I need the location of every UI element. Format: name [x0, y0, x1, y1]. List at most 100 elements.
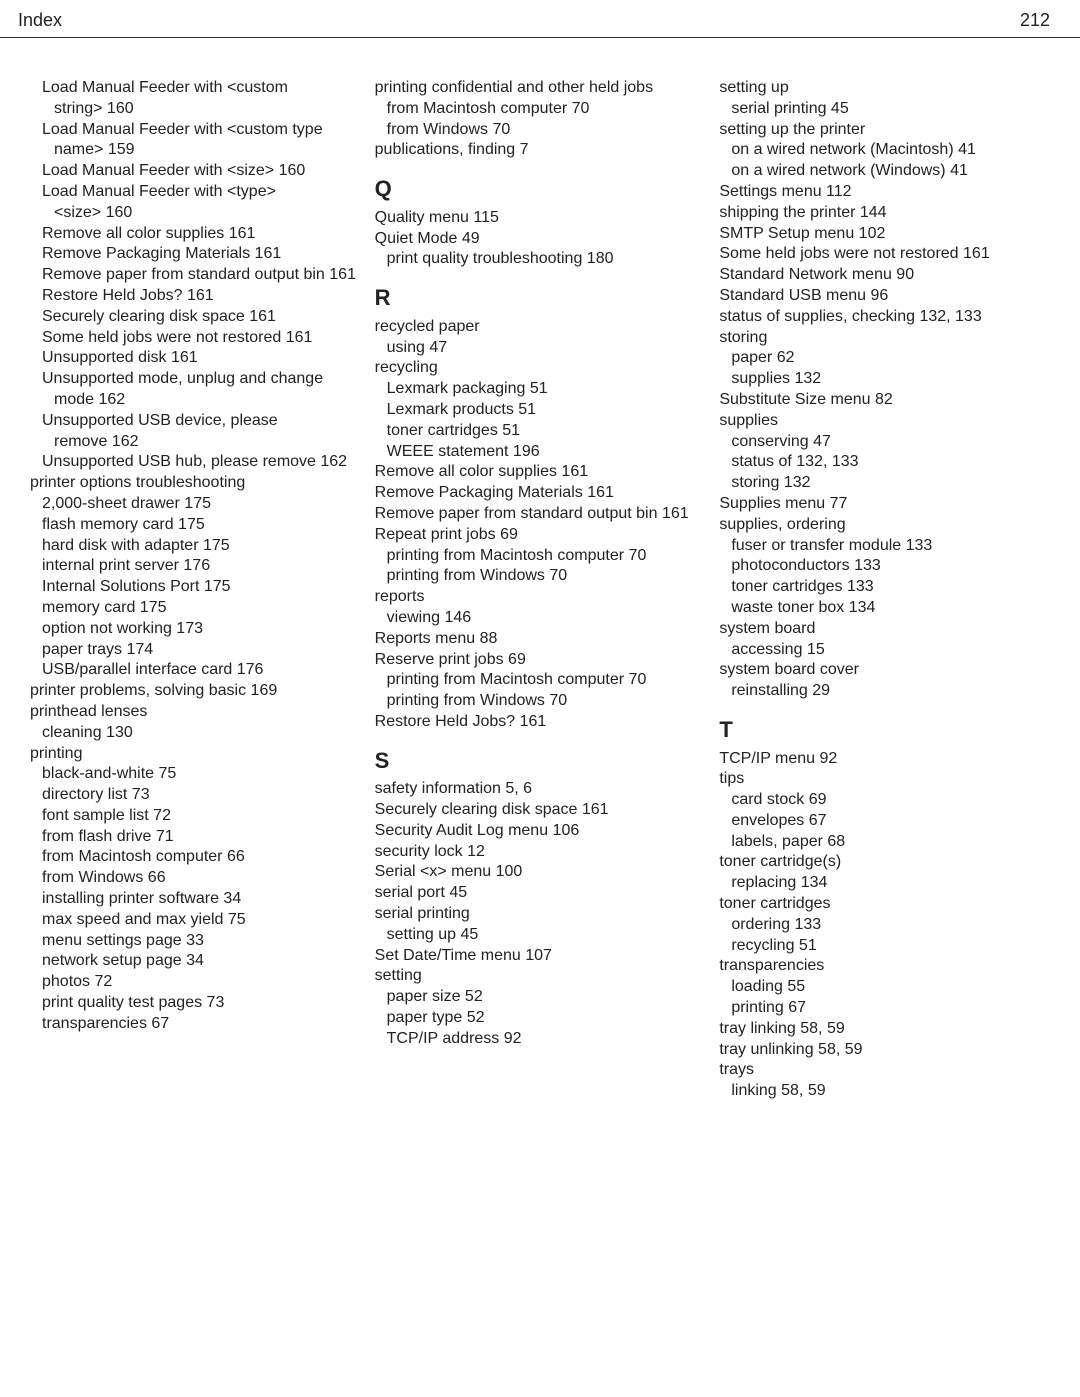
index-entry: Quiet Mode 49 [375, 229, 706, 250]
page-reference: 90 [892, 266, 914, 283]
page-reference: 175 [174, 516, 205, 533]
page-reference: 132 [790, 370, 821, 387]
page-reference: 67 [784, 999, 806, 1016]
index-entry: serial port 45 [375, 883, 706, 904]
index-entry: toner cartridges 133 [719, 577, 1050, 598]
index-entry: Some held jobs were not restored 161 [719, 244, 1050, 265]
index-entry: ordering 133 [719, 915, 1050, 936]
page-header: Index 212 [0, 0, 1080, 38]
index-entry: Internal Solutions Port 175 [30, 577, 361, 598]
index-entry: print quality troubleshooting 180 [375, 249, 706, 270]
index-entry: setting up the printer [719, 120, 1050, 141]
page-reference: 68 [823, 833, 845, 850]
index-entry: tray linking 58, 59 [719, 1019, 1050, 1040]
index-entry: reinstalling 29 [719, 681, 1050, 702]
index-entry: Unsupported mode, unplug and change mode… [30, 369, 361, 411]
index-entry: max speed and max yield 75 [30, 910, 361, 931]
page-reference: 75 [223, 911, 245, 928]
page-reference: 132 [779, 474, 810, 491]
section-letter: Q [375, 175, 706, 204]
section-letter: S [375, 747, 706, 776]
index-entry: storing 132 [719, 473, 1050, 494]
index-entry: using 47 [375, 338, 706, 359]
page-reference: 66 [143, 869, 165, 886]
index-entry: TCP/IP address 92 [375, 1029, 706, 1050]
index-entry: Unsupported disk 161 [30, 348, 361, 369]
index-entry: printhead lenses [30, 702, 361, 723]
index-entry: Remove paper from standard output bin 16… [375, 504, 706, 525]
page-reference: 45 [826, 100, 848, 117]
index-entry: replacing 134 [719, 873, 1050, 894]
index-entry: Repeat print jobs 69 [375, 525, 706, 546]
page-reference: 134 [844, 599, 875, 616]
page-reference: 160 [274, 162, 305, 179]
index-entry: printing confidential and other held job… [375, 78, 706, 99]
page-reference: 115 [469, 209, 499, 226]
index-column: Load Manual Feeder with <custom string> … [30, 78, 361, 1102]
page-reference: 161 [325, 266, 356, 283]
index-entry: from flash drive 71 [30, 827, 361, 848]
page-reference: 102 [854, 225, 885, 242]
page-reference: 75 [154, 765, 176, 782]
index-entry: toner cartridges [719, 894, 1050, 915]
page-reference: 66 [223, 848, 245, 865]
index-entry: photos 72 [30, 972, 361, 993]
index-entry: network setup page 34 [30, 951, 361, 972]
page-reference: 73 [202, 994, 224, 1011]
page-reference: 159 [103, 141, 134, 158]
page-reference: 132, 133 [792, 453, 859, 470]
index-entry: supplies 132 [719, 369, 1050, 390]
index-entry: paper size 52 [375, 987, 706, 1008]
page-reference: 58, 59 [796, 1020, 845, 1037]
index-entry: Serial <x> menu 100 [375, 862, 706, 883]
page-reference: 160 [102, 100, 133, 117]
index-entry: from Windows 70 [375, 120, 706, 141]
index-entry: Restore Held Jobs? 161 [375, 712, 706, 733]
page-reference: 96 [866, 287, 888, 304]
page-reference: 41 [954, 141, 976, 158]
page-reference: 132, 133 [915, 308, 982, 325]
page-reference: 146 [440, 609, 471, 626]
page-reference: 161 [515, 713, 546, 730]
page-reference: 70 [545, 692, 567, 709]
index-entry: reports [375, 587, 706, 608]
page-reference: 52 [460, 988, 482, 1005]
index-entry: font sample list 72 [30, 806, 361, 827]
index-entry: photoconductors 133 [719, 556, 1050, 577]
index-entry: card stock 69 [719, 790, 1050, 811]
page-reference: 162 [94, 391, 125, 408]
page-reference: 67 [147, 1015, 169, 1032]
page-reference: 161 [245, 308, 276, 325]
index-entry: Remove all color supplies 161 [375, 462, 706, 483]
index-entry: TCP/IP menu 92 [719, 749, 1050, 770]
page-reference: 175 [180, 495, 211, 512]
index-entry: recycled paper [375, 317, 706, 338]
index-entry: setting up 45 [375, 925, 706, 946]
index-column: printing confidential and other held job… [375, 78, 706, 1102]
page-reference: 69 [504, 651, 526, 668]
page-reference: 52 [462, 1009, 484, 1026]
index-entry: Lexmark packaging 51 [375, 379, 706, 400]
page-reference: 133 [901, 537, 932, 554]
index-entry: black-and-white 75 [30, 764, 361, 785]
page-reference: 15 [802, 641, 824, 658]
index-entry: fuser or transfer module 133 [719, 536, 1050, 557]
index-entry: conserving 47 [719, 432, 1050, 453]
page-reference: 7 [515, 141, 528, 158]
page-reference: 175 [199, 537, 230, 554]
page-reference: 180 [582, 250, 613, 267]
page-reference: 173 [172, 620, 203, 637]
page-reference: 106 [548, 822, 579, 839]
index-entry: Lexmark products 51 [375, 400, 706, 421]
page-reference: 161 [281, 329, 312, 346]
index-entry: printing from Macintosh computer 70 [375, 546, 706, 567]
index-entry: on a wired network (Windows) 41 [719, 161, 1050, 182]
page-reference: 67 [804, 812, 826, 829]
index-entry: Load Manual Feeder with <custom string> … [30, 78, 361, 120]
index-entry: flash memory card 175 [30, 515, 361, 536]
page-reference: 51 [498, 422, 520, 439]
index-entry: from Macintosh computer 70 [375, 99, 706, 120]
index-entry: Remove Packaging Materials 161 [375, 483, 706, 504]
page-reference: 12 [463, 843, 485, 860]
index-entry: tray unlinking 58, 59 [719, 1040, 1050, 1061]
